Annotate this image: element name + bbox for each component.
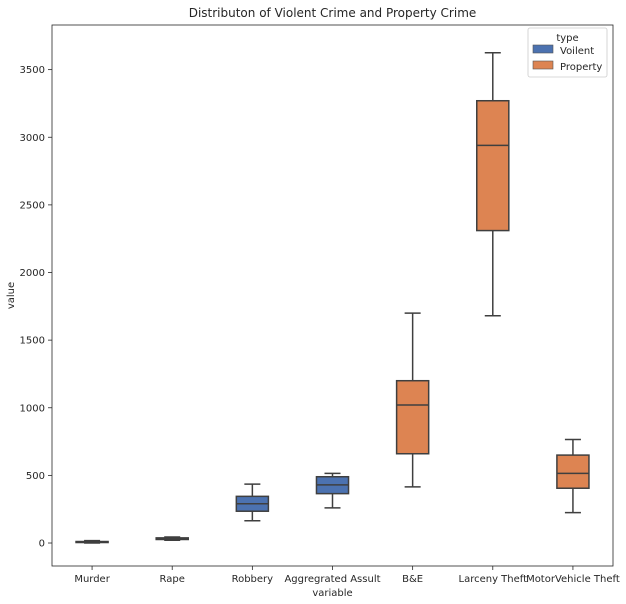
x-tick-label: Larceny Theft: [459, 574, 528, 585]
legend-title: type: [556, 33, 578, 44]
plot-frame: [51, 24, 614, 567]
x-tick-label: Rape: [160, 574, 185, 585]
box-robbery: [235, 483, 270, 522]
legend-label-property: Property: [560, 62, 602, 73]
box-iqr-rect: [556, 454, 590, 489]
legend-label-voilent: Voilent: [560, 46, 594, 57]
y-tick-label: 3500: [20, 65, 45, 76]
legend-swatch-property: [532, 60, 554, 70]
y-tick-label: 1500: [20, 336, 45, 347]
box-murder: [75, 539, 109, 544]
box-motorvehicle-theft: [556, 438, 590, 514]
x-tick-label: Murder: [74, 574, 110, 585]
y-axis: 0 500 1000 1500 2000 2500 3000 3500: [20, 65, 52, 550]
legend-swatch-voilent: [532, 44, 554, 54]
x-tick-label: B&E: [402, 574, 423, 585]
x-tick-label: MotorVehicle Theft: [526, 574, 620, 585]
box-larceny-theft: [476, 51, 510, 317]
y-tick-label: 2000: [20, 268, 45, 279]
box-series: [75, 51, 590, 544]
y-tick-label: 0: [39, 539, 45, 550]
x-tick-label: Aggregrated Assult: [284, 574, 380, 585]
chart-title: Distributon of Violent Crime and Propert…: [189, 6, 477, 20]
box-aggregrated-assult: [315, 472, 350, 509]
box-rape: [155, 536, 189, 542]
y-tick-label: 1000: [20, 403, 45, 414]
y-tick-label: 500: [26, 471, 45, 482]
y-tick-label: 3000: [20, 133, 45, 144]
box-b-e: [395, 312, 430, 488]
x-axis: Murder Rape Robbery Aggregrated Assult B&E La…: [74, 566, 620, 585]
y-axis-label: value: [6, 282, 17, 309]
legend: type Voilent Property: [527, 27, 608, 78]
y-tick-label: 2500: [20, 200, 45, 211]
box-iqr-rect: [395, 379, 430, 455]
x-axis-label: variable: [312, 588, 352, 599]
x-tick-label: Robbery: [232, 574, 274, 585]
box-iqr-rect: [476, 99, 510, 232]
